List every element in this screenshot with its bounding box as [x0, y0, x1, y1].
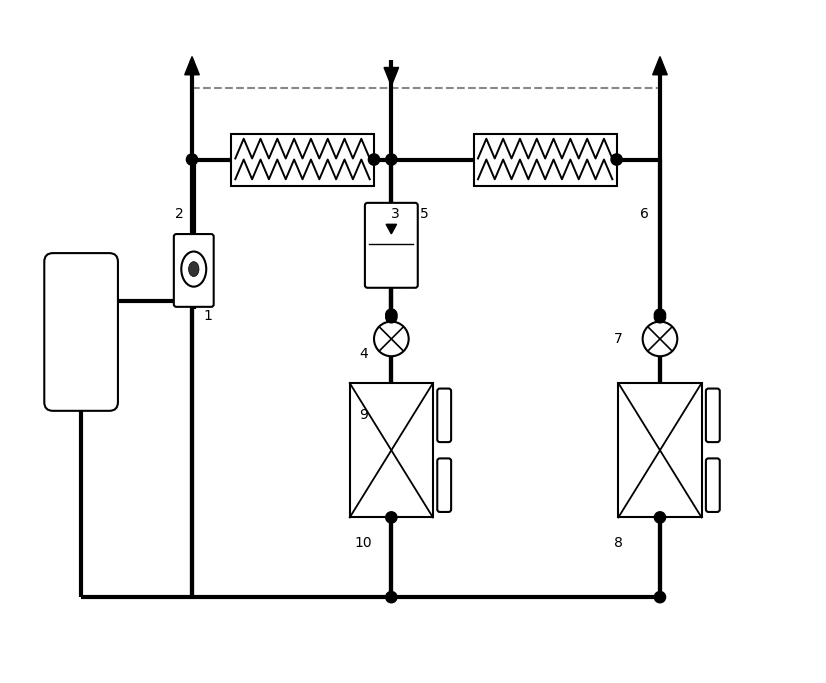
Text: 4: 4 — [359, 348, 368, 361]
Text: 3: 3 — [392, 207, 400, 221]
FancyBboxPatch shape — [173, 234, 214, 307]
Polygon shape — [653, 57, 667, 74]
Circle shape — [386, 512, 397, 523]
FancyBboxPatch shape — [45, 253, 118, 410]
Circle shape — [386, 591, 397, 603]
Ellipse shape — [181, 251, 206, 287]
Circle shape — [654, 512, 666, 523]
Polygon shape — [386, 224, 396, 234]
Text: 2: 2 — [174, 207, 183, 221]
Polygon shape — [185, 57, 199, 74]
FancyBboxPatch shape — [706, 458, 719, 512]
Bar — [349, 383, 433, 518]
Circle shape — [611, 154, 622, 165]
Circle shape — [386, 311, 397, 323]
Circle shape — [374, 322, 409, 357]
Circle shape — [643, 322, 677, 357]
Text: 1: 1 — [203, 309, 212, 322]
Circle shape — [654, 591, 666, 603]
Polygon shape — [384, 68, 399, 85]
Text: 10: 10 — [355, 536, 373, 550]
Text: 9: 9 — [359, 408, 368, 422]
Circle shape — [386, 309, 397, 320]
Ellipse shape — [188, 262, 199, 277]
Bar — [231, 134, 374, 186]
FancyBboxPatch shape — [437, 458, 451, 512]
Bar — [473, 134, 617, 186]
Circle shape — [368, 154, 380, 165]
Circle shape — [654, 309, 666, 320]
Circle shape — [187, 154, 197, 165]
Text: 6: 6 — [640, 207, 648, 221]
Text: 5: 5 — [420, 207, 429, 221]
Circle shape — [386, 154, 397, 165]
FancyBboxPatch shape — [365, 203, 418, 288]
FancyBboxPatch shape — [706, 389, 719, 442]
Circle shape — [654, 311, 666, 323]
Text: 7: 7 — [614, 332, 623, 346]
Text: 8: 8 — [614, 536, 623, 550]
FancyBboxPatch shape — [437, 389, 451, 442]
Bar — [619, 383, 701, 518]
